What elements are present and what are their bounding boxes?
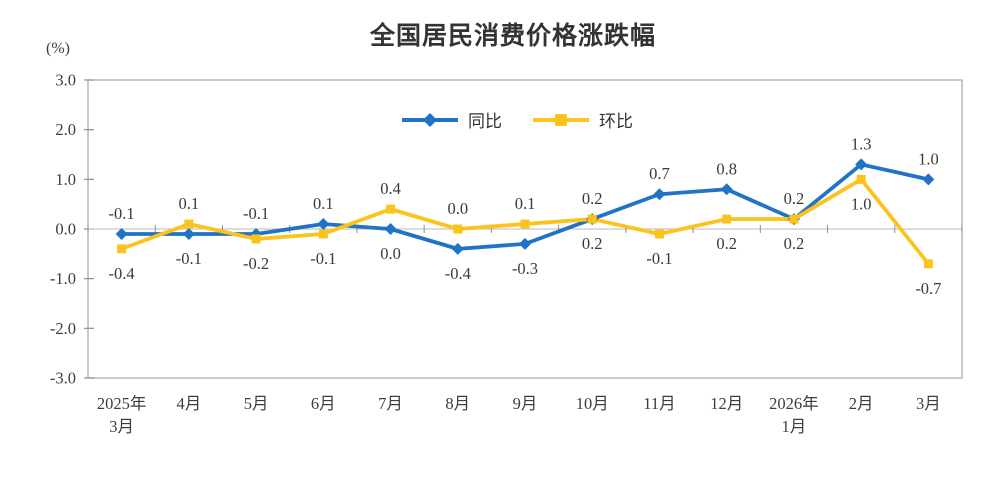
mom-data-marker: [520, 219, 530, 229]
mom-data-marker: [117, 244, 127, 254]
mom-data-marker: [318, 229, 328, 239]
x-tick-label: 12月: [710, 394, 743, 413]
mom-data-marker: [453, 224, 463, 234]
mom-data-label: 0.1: [179, 194, 200, 213]
y-axis-unit-label: (%): [46, 40, 70, 57]
x-tick-label: 9月: [513, 394, 538, 413]
yoy-data-label: 0.7: [649, 164, 670, 183]
yoy-data-label: -0.1: [176, 249, 202, 268]
y-tick-label: 2.0: [55, 120, 76, 139]
mom-data-marker: [722, 214, 732, 224]
x-tick-label: 7月: [378, 394, 403, 413]
yoy-data-label: -0.3: [512, 259, 538, 278]
x-tick-label: 8月: [445, 394, 470, 413]
mom-data-marker: [856, 174, 866, 184]
yoy-data-label: -0.1: [243, 204, 269, 223]
mom-data-label: -0.4: [109, 264, 135, 283]
yoy-data-label: 0.8: [716, 159, 737, 178]
y-tick-label: -2.0: [50, 319, 76, 338]
yoy-data-marker: [922, 173, 935, 186]
x-tick-label: 5月: [244, 394, 269, 413]
mom-data-label: -0.1: [310, 249, 336, 268]
mom-data-label: -0.2: [243, 254, 269, 273]
yoy-data-marker: [317, 218, 330, 231]
mom-data-label: 0.2: [582, 189, 603, 208]
mom-data-marker: [789, 214, 799, 224]
mom-data-label: 0.2: [716, 234, 737, 253]
yoy-data-label: 0.0: [380, 244, 401, 263]
yoy-data-label: 0.2: [784, 189, 805, 208]
chart-title: 全国居民消费价格涨跌幅: [369, 22, 656, 50]
yoy-data-marker: [855, 158, 868, 171]
y-tick-label: -3.0: [50, 369, 76, 388]
x-tick-label: 2026年 1月: [769, 394, 819, 436]
mom-data-label: 0.1: [515, 194, 536, 213]
yoy-data-label: 1.0: [918, 149, 939, 168]
yoy-data-label: -0.1: [109, 204, 135, 223]
mom-data-marker: [184, 219, 194, 229]
x-tick-label: 3月: [916, 394, 941, 413]
y-tick-label: -1.0: [50, 269, 76, 288]
yoy-data-marker: [720, 183, 733, 196]
mom-data-marker: [923, 259, 933, 269]
mom-data-label: 0.4: [380, 179, 401, 198]
mom-data-label: -0.7: [915, 279, 941, 298]
mom-data-label: 0.0: [447, 199, 468, 218]
mom-data-marker: [654, 229, 664, 239]
yoy-data-label: -0.4: [445, 264, 471, 283]
yoy-data-label: 1.3: [851, 134, 872, 153]
mom-data-marker: [251, 234, 261, 244]
y-tick-label: 1.0: [55, 170, 76, 189]
mom-data-label: -0.1: [646, 249, 672, 268]
x-tick-label: 11月: [643, 394, 675, 413]
x-tick-label: 2025年 3月: [97, 394, 147, 436]
x-tick-label: 6月: [311, 394, 336, 413]
yoy-data-marker: [384, 223, 397, 235]
mom-data-label: 0.2: [784, 234, 805, 253]
yoy-data-label: 0.2: [582, 234, 603, 253]
y-tick-label: 3.0: [55, 71, 76, 90]
yoy-data-label: 0.1: [313, 194, 334, 213]
mom-data-label: 1.0: [851, 194, 872, 213]
yoy-data-marker: [182, 227, 195, 240]
mom-data-marker: [386, 204, 396, 214]
x-tick-label: 10月: [576, 394, 609, 413]
y-tick-label: 0.0: [55, 220, 76, 239]
x-tick-label: 2月: [849, 394, 874, 413]
yoy-data-marker: [115, 227, 128, 240]
x-tick-label: 4月: [176, 394, 201, 413]
yoy-data-marker: [519, 237, 531, 250]
yoy-data-marker: [653, 188, 666, 201]
mom-data-marker: [587, 214, 597, 224]
yoy-data-marker: [451, 242, 464, 255]
